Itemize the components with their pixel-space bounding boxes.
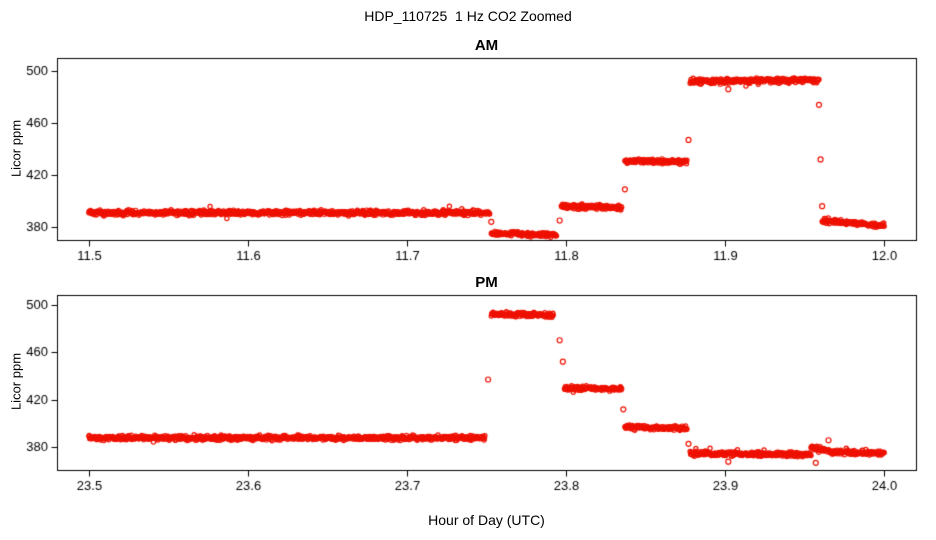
pm-panel-title: PM: [475, 274, 498, 291]
am-y-axis-label: Licor ppm: [8, 119, 24, 178]
x-axis-label: Hour of Day (UTC): [428, 512, 545, 528]
pm-y-axis-label: Licor ppm: [8, 352, 24, 411]
chart-title: HDP_110725 1 Hz CO2 Zoomed: [364, 8, 572, 24]
am-panel-title: AM: [474, 37, 499, 54]
